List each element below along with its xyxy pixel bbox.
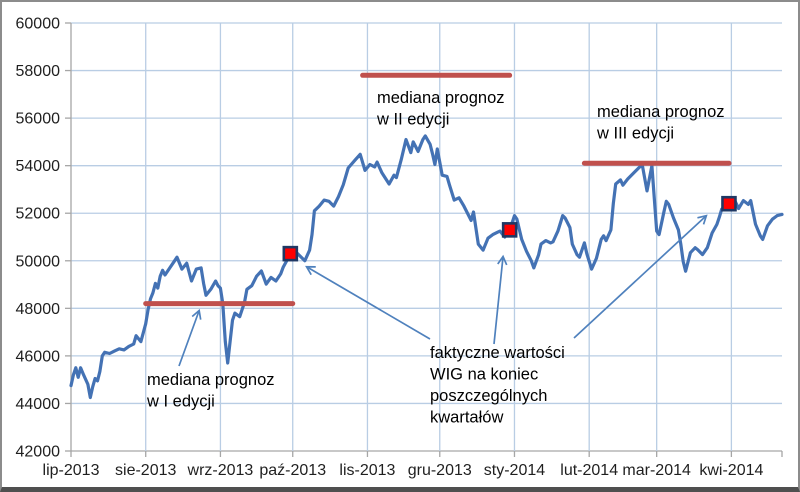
actual-values-note: poszczególnych (430, 387, 547, 405)
median-1-label: w I edycji (146, 393, 215, 411)
actual-values-note: WIG na koniec (430, 366, 538, 384)
quarter-end-marker-2 (501, 222, 518, 238)
actual-values-note-arrow (493, 254, 508, 345)
y-axis-label: 44000 (16, 396, 61, 413)
median-3-label: w III edycji (596, 125, 674, 143)
x-axis-label: sie-2013 (115, 462, 176, 479)
quarter-end-marker-3 (721, 195, 737, 212)
y-axis-label: 60000 (16, 16, 61, 33)
x-axis-label: lis-2013 (339, 462, 395, 479)
y-axis-label: 48000 (16, 301, 61, 318)
median-2-label: w II edycji (376, 111, 449, 129)
y-axis-label: 58000 (16, 63, 61, 80)
actual-values-note: kwartałów (430, 409, 503, 427)
median-1-label: mediana prognoz (147, 371, 275, 389)
x-axis-label: mar-2014 (622, 462, 691, 479)
actual-values-note-arrow (573, 214, 708, 339)
y-axis-label: 50000 (16, 253, 61, 270)
y-axis-label: 54000 (16, 158, 61, 175)
y-axis-label: 46000 (16, 348, 61, 365)
y-axis-label: 56000 (16, 111, 61, 128)
x-axis-label: lut-2014 (560, 462, 618, 479)
median-2-label: mediana prognoz (377, 89, 505, 107)
x-axis-label: lip-2013 (43, 462, 100, 479)
quarter-end-marker-1 (282, 245, 299, 262)
y-axis-label: 42000 (16, 444, 61, 461)
wig-line-series (69, 134, 784, 400)
actual-values-note: faktyczne wartości (430, 344, 565, 362)
median-1-label-arrow (178, 308, 202, 367)
x-axis-label: sty-2014 (484, 462, 545, 479)
actual-values-note-arrow (305, 265, 431, 340)
x-axis-label: wrz-2013 (187, 462, 254, 479)
median-3-label: mediana prognoz (597, 103, 725, 121)
y-axis-label: 52000 (16, 206, 61, 223)
x-axis-label: kwi-2014 (699, 462, 763, 479)
x-axis-label: gru-2013 (408, 462, 472, 479)
x-axis-label: paź-2013 (259, 462, 326, 479)
